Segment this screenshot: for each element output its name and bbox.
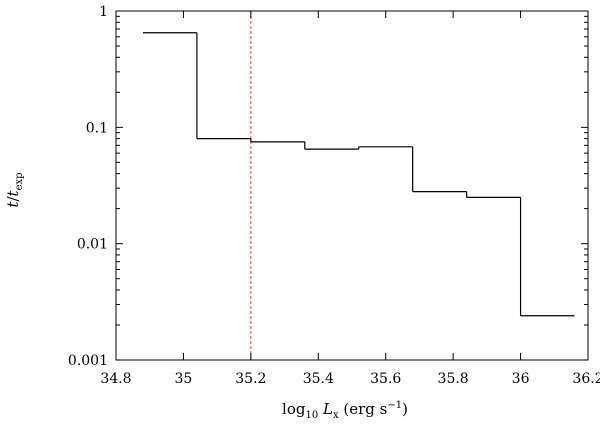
x-tick-label: 36	[512, 371, 530, 387]
tick-layer: 34.8 35 35.2 35.4 35.6 35.8 36 36.2 0.001 0.01 0.1…	[68, 4, 600, 387]
x-tick-label: 35.4	[303, 371, 334, 387]
y-tick-label: 0.01	[77, 237, 108, 253]
x-axis-label: log10 Lx (erg s−1)	[282, 400, 408, 420]
plot-frame	[115, 10, 589, 361]
x-tick-label: 35.6	[370, 371, 401, 387]
plot-layer	[115, 10, 589, 361]
x-tick-label: 35	[175, 371, 193, 387]
x-tick-label: 35.8	[438, 371, 469, 387]
y-tick-label: 0.001	[68, 353, 108, 369]
x-tick-label: 34.8	[100, 371, 131, 387]
y-tick-label: 1	[99, 4, 108, 20]
x-tick-label: 35.2	[235, 371, 266, 387]
x-tick-label: 36.2	[572, 371, 600, 387]
y-tick-label: 0.1	[86, 120, 108, 136]
y-axis-label: t/texp	[4, 172, 25, 207]
